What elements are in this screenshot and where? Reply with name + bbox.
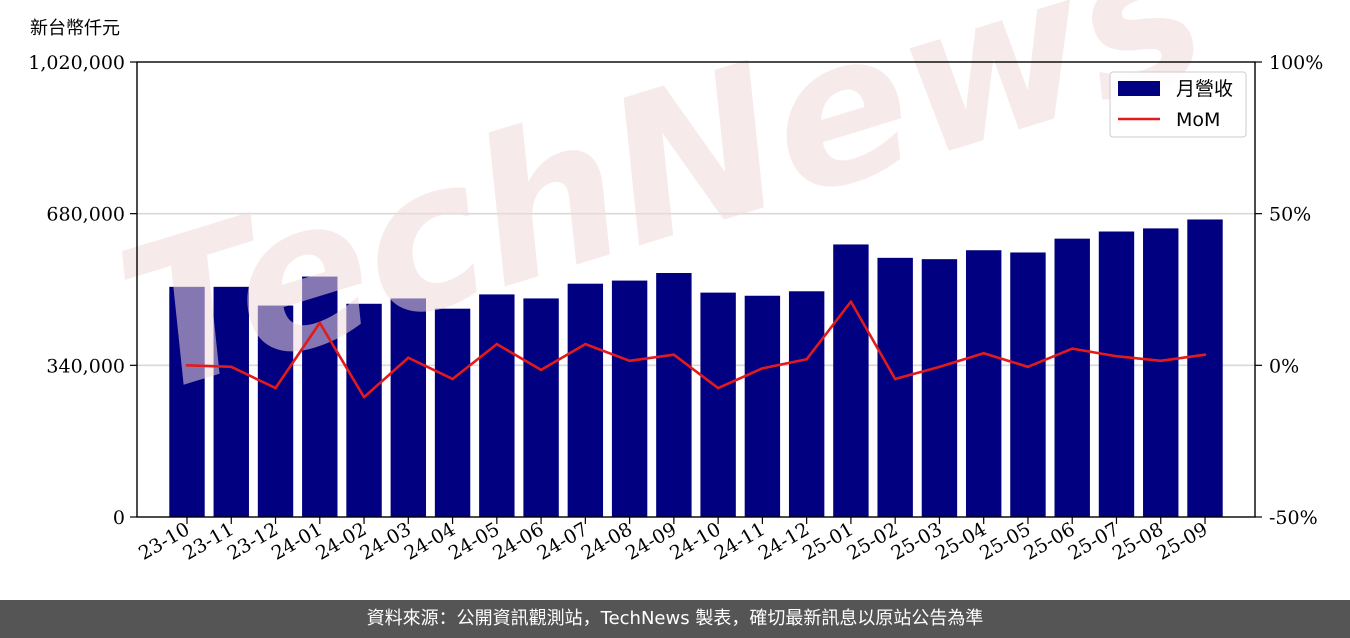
bar-24-06 — [523, 298, 559, 517]
y2-tick-label: 50% — [1269, 204, 1311, 226]
mom-point-24-05 — [495, 342, 499, 346]
mom-point-25-07 — [1115, 354, 1118, 358]
mom-point-24-03 — [407, 356, 410, 360]
bar-24-08 — [611, 280, 648, 517]
mom-point-24-12 — [805, 357, 808, 361]
bar-23-12 — [257, 305, 294, 517]
mom-point-25-03 — [938, 365, 941, 369]
bar-series — [169, 219, 1223, 517]
bar-25-08 — [1143, 228, 1179, 517]
mom-point-23-10 — [185, 364, 189, 367]
mom-point-25-02 — [893, 377, 897, 381]
bar-25-05 — [1010, 252, 1046, 517]
plot-frame — [136, 61, 1256, 518]
mom-point-25-08 — [1159, 359, 1163, 363]
bar-25-04 — [965, 250, 1002, 517]
bar-24-10 — [700, 292, 736, 517]
legend: 月營收 MoM — [1109, 71, 1247, 138]
mom-line — [186, 300, 1206, 399]
bar-25-06 — [1054, 238, 1090, 517]
bar-25-07 — [1098, 231, 1135, 517]
bar-24-12 — [788, 291, 825, 517]
mom-point-23-11 — [229, 365, 233, 369]
mom-point-25-09 — [1203, 353, 1207, 357]
mom-point-24-02 — [362, 395, 366, 399]
bar-24-02 — [346, 303, 382, 517]
bar-24-11 — [744, 295, 781, 517]
source-footer: 資料來源：公開資訊觀測站，TechNews 製表，確切最新訊息以原站公告為準 — [0, 600, 1350, 638]
mom-point-24-04 — [451, 377, 454, 381]
mom-point-24-07 — [584, 342, 587, 346]
mom-line-series — [185, 300, 1207, 399]
bar-25-03 — [921, 259, 958, 517]
mom-point-25-05 — [1026, 365, 1030, 369]
mom-point-24-09 — [672, 353, 676, 357]
legend-label-line: MoM — [1176, 109, 1220, 131]
bar-25-02 — [877, 257, 913, 517]
bar-25-09 — [1187, 219, 1223, 517]
bar-24-04 — [434, 308, 471, 517]
y-tick-label: 1,020,000 — [28, 52, 125, 74]
mom-point-24-06 — [539, 368, 543, 372]
mom-point-23-12 — [274, 386, 277, 390]
bar-24-07 — [567, 283, 604, 517]
y2-tick-label: 100% — [1269, 52, 1323, 74]
y2-tick-label: 0% — [1269, 355, 1299, 377]
chart-svg: 新台幣仟元 TechNews 0340,000680,0001,020,000-… — [28, 0, 1323, 565]
mom-point-24-11 — [761, 367, 764, 370]
mom-point-25-04 — [982, 351, 985, 355]
legend-swatch-bar — [1118, 81, 1160, 96]
bar-24-03 — [390, 298, 427, 517]
bar-25-01 — [833, 244, 869, 517]
y-axis-unit-label: 新台幣仟元 — [30, 18, 120, 39]
mom-point-24-08 — [628, 359, 631, 363]
y-tick-label: 0 — [113, 507, 125, 529]
y2-tick-label: -50% — [1269, 507, 1318, 529]
x-tick-label: 25-09 — [1153, 518, 1211, 564]
mom-point-24-01 — [318, 321, 322, 325]
bar-23-10 — [169, 286, 205, 517]
mom-point-24-10 — [716, 386, 720, 390]
bar-24-09 — [656, 272, 692, 517]
bar-24-05 — [479, 294, 515, 517]
y-tick-label: 340,000 — [46, 355, 125, 377]
y-tick-label: 680,000 — [46, 204, 125, 226]
bar-23-11 — [213, 286, 249, 517]
mom-point-25-06 — [1070, 347, 1074, 350]
bar-24-01 — [302, 276, 338, 517]
mom-point-25-01 — [849, 300, 853, 303]
legend-label-bar: 月營收 — [1176, 78, 1233, 100]
